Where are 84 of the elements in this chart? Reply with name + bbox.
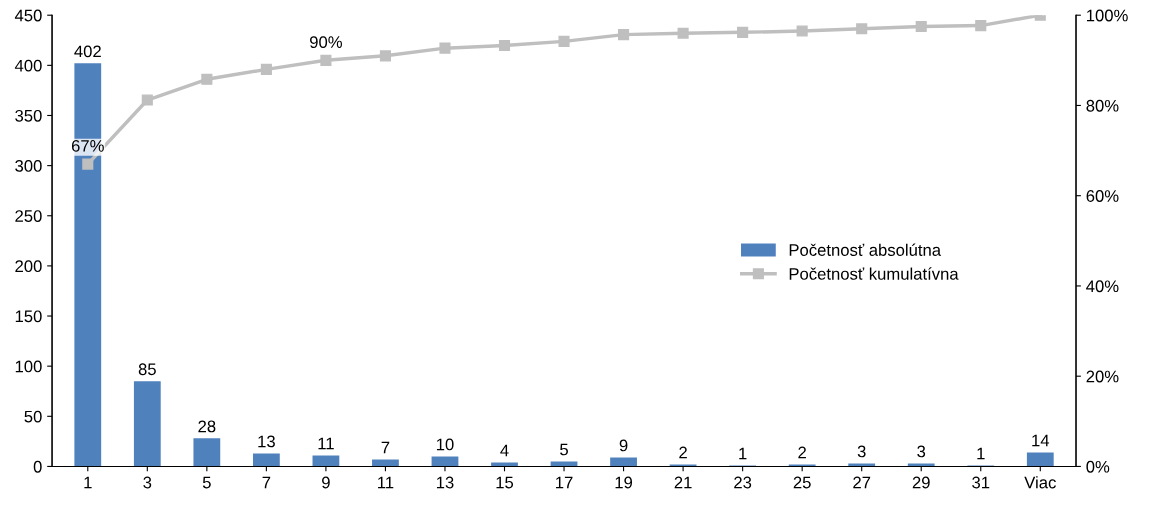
point xyxy=(915,20,927,33)
data-label: 2 xyxy=(679,446,687,459)
bar xyxy=(669,464,697,467)
data-label: 1 xyxy=(739,447,747,460)
data-label: 3 xyxy=(917,445,926,458)
x-tick-label: Viac xyxy=(1024,476,1056,489)
bar xyxy=(431,456,459,467)
bar xyxy=(312,455,340,467)
point xyxy=(737,26,749,38)
bar xyxy=(610,457,637,467)
x-tick-label: 9 xyxy=(322,476,330,489)
y-tick-label: 400 xyxy=(14,59,42,72)
y-tick-label: 150 xyxy=(15,310,42,323)
point xyxy=(856,23,868,35)
legend-label: Početnosť kumulatívna xyxy=(789,267,959,280)
point xyxy=(796,25,808,37)
data-label: 2 xyxy=(798,446,806,459)
y2-tick-label: 80% xyxy=(1086,99,1119,112)
y2-tick-label: 60% xyxy=(1086,190,1119,202)
bar xyxy=(133,381,161,467)
point xyxy=(201,73,213,85)
x-tick-label: 25 xyxy=(793,476,811,489)
point xyxy=(677,27,689,39)
data-label: 13 xyxy=(258,435,275,448)
legend-label: Početnosť absolútna xyxy=(789,243,942,256)
y-tick-label: 50 xyxy=(24,410,42,423)
point xyxy=(379,50,391,62)
data-label: 4 xyxy=(500,444,509,457)
x-tick-label: 1 xyxy=(84,476,92,489)
point xyxy=(439,42,451,54)
data-label: 85 xyxy=(138,363,156,376)
data-label: 90% xyxy=(310,36,342,48)
x-tick-label: 15 xyxy=(496,476,514,489)
data-label: 9 xyxy=(619,439,628,452)
bar xyxy=(1026,452,1054,467)
x-tick-label: 31 xyxy=(972,476,990,489)
data-label: 14 xyxy=(1032,434,1050,447)
bar xyxy=(788,464,816,467)
bar xyxy=(193,438,221,467)
data-label: 1 xyxy=(977,447,985,460)
y-tick-label: 300 xyxy=(15,160,42,172)
point xyxy=(498,39,511,51)
y-tick-label: 100 xyxy=(15,360,42,373)
x-tick-label: 13 xyxy=(436,476,454,489)
point xyxy=(558,35,570,47)
data-label: 28 xyxy=(198,420,216,433)
x-tick-label: 23 xyxy=(734,476,752,489)
point xyxy=(82,158,94,170)
bar xyxy=(372,459,399,467)
x-tick-label: 27 xyxy=(853,476,871,489)
x-tick-label: 29 xyxy=(912,476,930,489)
y2-tick-label: 100% xyxy=(1087,9,1128,22)
y-tick-label: 250 xyxy=(15,210,42,222)
y-tick-label: 0 xyxy=(33,460,42,473)
bar xyxy=(252,453,280,467)
data-label: 11 xyxy=(318,437,334,450)
point xyxy=(975,20,987,32)
bar xyxy=(550,461,578,467)
x-tick-label: 17 xyxy=(556,476,573,489)
bar xyxy=(491,462,518,467)
y-tick-label: 450 xyxy=(14,9,42,22)
y-tick-label: 350 xyxy=(15,109,42,122)
bar xyxy=(848,463,876,467)
data-label: 3 xyxy=(857,445,866,458)
y2-tick-label: 0% xyxy=(1086,460,1110,473)
point xyxy=(320,54,332,66)
point xyxy=(618,29,630,41)
x-tick-label: 11 xyxy=(378,476,394,489)
data-label: 402 xyxy=(74,45,101,58)
data-label: 5 xyxy=(560,443,568,456)
y2-tick-label: 40% xyxy=(1086,280,1119,293)
point xyxy=(141,94,153,106)
point xyxy=(260,63,272,75)
x-tick-label: 19 xyxy=(615,476,633,489)
data-label: 7 xyxy=(381,441,390,454)
data-label: 10 xyxy=(436,438,454,451)
y-tick-label: 200 xyxy=(15,260,42,273)
x-tick-label: 7 xyxy=(262,476,271,489)
data-label: 67% xyxy=(71,139,104,152)
x-tick-label: 21 xyxy=(674,476,692,489)
x-tick-label: 3 xyxy=(143,476,152,489)
y2-tick-label: 20% xyxy=(1086,370,1119,383)
bar xyxy=(907,463,935,467)
x-tick-label: 5 xyxy=(202,476,211,489)
